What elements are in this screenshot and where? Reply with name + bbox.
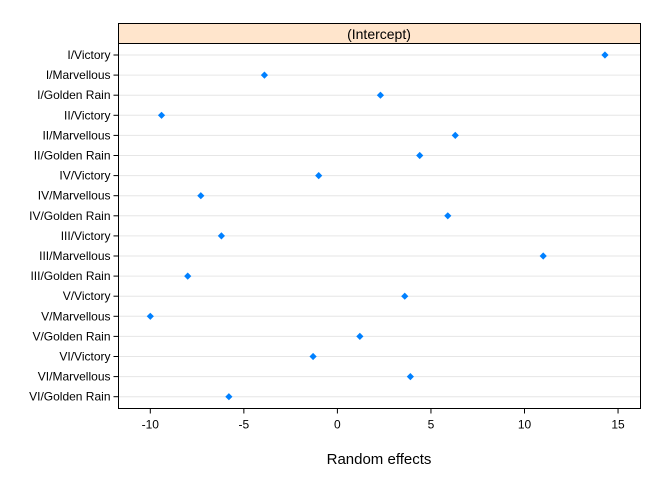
y-tick-label: I/Victory	[67, 48, 110, 62]
y-tick-label: III/Golden Rain	[30, 269, 110, 283]
y-tick-label: V/Golden Rain	[32, 329, 110, 343]
data-point	[539, 252, 547, 260]
data-point	[451, 131, 459, 139]
x-tick-label: 0	[334, 418, 341, 432]
gridlines	[118, 54, 641, 398]
y-axis-labels: I/Victory I/Marvellous I/Golden Rain II/Vic…	[29, 48, 119, 404]
y-tick-label: I/Golden Rain	[37, 88, 110, 102]
data-point	[217, 232, 226, 240]
x-tick-label: 15	[611, 418, 625, 432]
y-tick-label: VI/Marvellous	[38, 370, 111, 384]
strip-label: (Intercept)	[347, 26, 411, 42]
x-axis-title: Random effects	[327, 451, 432, 468]
y-tick-label: III/Victory	[61, 229, 111, 243]
x-axis-ticks: -10 -5 0 5 10 15	[142, 408, 625, 432]
y-tick-label: IV/Marvellous	[38, 189, 111, 203]
data-point	[376, 91, 385, 99]
x-tick-label: 5	[428, 418, 435, 432]
data-point	[315, 172, 323, 180]
data-point	[184, 272, 192, 280]
y-tick-label: II/Marvellous	[42, 128, 110, 142]
data-points	[146, 51, 609, 401]
data-point	[197, 192, 205, 200]
y-tick-label: V/Victory	[63, 289, 111, 303]
data-point	[309, 352, 317, 361]
y-tick-label: IV/Golden Rain	[29, 209, 110, 223]
data-point	[601, 51, 609, 59]
y-tick-label: IV/Victory	[59, 169, 110, 183]
x-tick-label: -5	[239, 418, 250, 432]
y-tick-label: VI/Golden Rain	[29, 390, 110, 404]
y-tick-label: II/Golden Rain	[34, 149, 111, 163]
data-point	[146, 312, 154, 320]
data-point	[225, 393, 233, 401]
y-tick-label: V/Marvellous	[41, 309, 110, 323]
plot-panel	[118, 43, 641, 409]
y-tick-label: VI/Victory	[59, 350, 110, 364]
y-tick-label: II/Victory	[64, 108, 110, 122]
x-tick-label: 10	[518, 418, 532, 432]
x-tick-label: -10	[142, 418, 160, 432]
data-point	[157, 111, 166, 119]
data-point	[260, 71, 269, 79]
y-tick-label: I/Marvellous	[46, 68, 111, 82]
data-point	[444, 212, 452, 220]
y-tick-label: III/Marvellous	[39, 249, 110, 263]
data-point	[416, 151, 424, 160]
data-point	[401, 292, 409, 300]
data-point	[406, 373, 414, 381]
data-point	[356, 332, 364, 340]
